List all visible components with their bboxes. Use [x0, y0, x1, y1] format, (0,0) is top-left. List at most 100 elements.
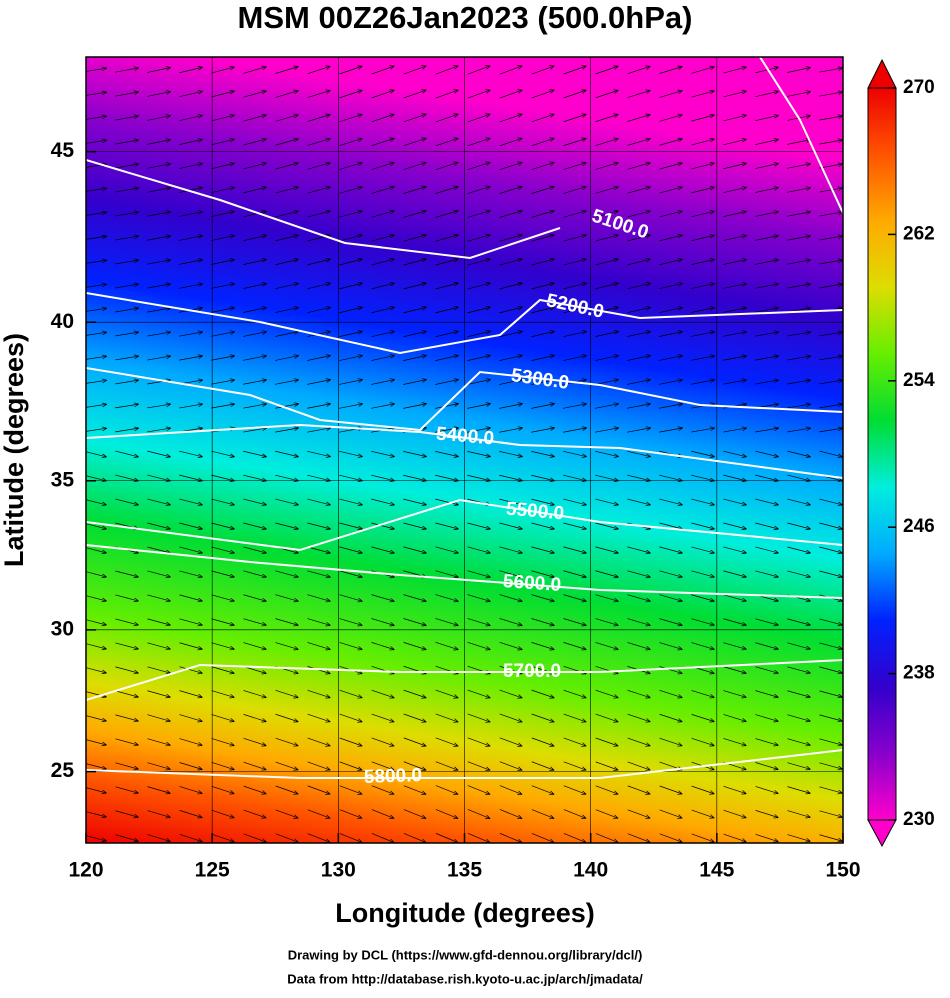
wind-arrow — [179, 594, 203, 603]
wind-arrow — [787, 90, 811, 97]
wind-arrow — [595, 426, 619, 433]
wind-arrow — [531, 642, 555, 651]
wind-arrow — [723, 426, 748, 433]
wind-arrow — [627, 137, 651, 146]
wind-arrow — [435, 570, 459, 579]
wind-arrow — [275, 761, 299, 771]
wind-arrow — [275, 65, 299, 74]
wind-arrow — [467, 305, 491, 314]
wind-arrow — [659, 65, 683, 74]
wind-arrow — [531, 689, 555, 699]
wind-arrow — [819, 522, 843, 531]
wind-arrow — [371, 402, 395, 409]
wind-arrow — [755, 210, 779, 217]
wind-arrow — [563, 330, 587, 338]
wind-arrow — [179, 666, 203, 675]
wind-arrow — [787, 570, 811, 579]
wind-arrow — [659, 737, 683, 747]
wind-arrow — [371, 689, 395, 699]
wind-arrow — [819, 234, 843, 241]
wind-arrow — [371, 330, 395, 338]
wind-arrow — [755, 66, 779, 74]
wind-arrow — [563, 257, 587, 266]
y-axis-label: Latitude (degrees) — [0, 333, 29, 567]
wind-arrow — [819, 282, 843, 289]
wind-arrow — [627, 785, 651, 795]
wind-arrow — [371, 137, 395, 146]
wind-arrow — [787, 258, 811, 265]
wind-arrow — [563, 594, 587, 603]
wind-arrow — [467, 209, 491, 218]
wind-arrow — [147, 282, 171, 289]
wind-arrow — [691, 137, 715, 146]
wind-arrow — [179, 162, 203, 169]
wind-arrow — [86, 715, 107, 723]
wind-arrow — [211, 450, 235, 458]
wind-arrow — [371, 642, 395, 651]
wind-arrow — [723, 330, 747, 337]
wind-arrow — [243, 65, 267, 74]
wind-arrow — [723, 714, 747, 723]
wind-arrow — [371, 713, 395, 723]
wind-arrow — [531, 546, 555, 555]
wind-arrow — [86, 643, 107, 651]
wind-arrow — [86, 306, 108, 312]
wind-arrow — [467, 451, 491, 458]
wind-arrow — [467, 713, 491, 723]
wind-arrow — [499, 618, 523, 627]
wind-arrow — [371, 65, 395, 75]
wind-arrow — [595, 89, 619, 99]
wind-arrow — [147, 762, 171, 771]
wind-arrow — [659, 666, 683, 675]
wind-arrow — [691, 282, 715, 289]
wind-arrow — [179, 354, 203, 361]
wind-arrow — [627, 761, 651, 771]
wind-arrow — [403, 113, 427, 123]
wind-arrow — [147, 618, 171, 627]
wind-arrow — [307, 89, 331, 98]
wind-arrow — [787, 450, 811, 459]
wind-arrow — [595, 761, 619, 771]
x-tick-label: 150 — [825, 859, 860, 882]
wind-arrow — [723, 210, 747, 217]
wind-arrow — [595, 185, 619, 194]
wind-arrow — [819, 762, 843, 771]
wind-arrow — [467, 233, 491, 242]
wind-arrow — [275, 161, 299, 170]
wind-arrow — [86, 835, 107, 843]
wind-arrow — [499, 113, 523, 123]
wind-arrow — [563, 809, 587, 819]
wind-arrow — [659, 642, 683, 651]
wind-arrow — [86, 667, 107, 675]
wind-arrow — [563, 570, 587, 579]
wind-arrow — [339, 209, 363, 218]
wind-arrow — [339, 522, 363, 531]
wind-arrow — [275, 209, 299, 218]
contour-line — [86, 159, 561, 260]
wind-arrow — [787, 234, 811, 241]
wind-arrow — [755, 666, 779, 675]
wind-arrow — [371, 546, 395, 555]
wind-arrow — [435, 330, 459, 338]
wind-arrow — [659, 690, 683, 699]
wind-arrow — [435, 257, 459, 266]
wind-arrow — [275, 522, 299, 531]
wind-arrow — [691, 210, 715, 218]
wind-arrow — [179, 570, 203, 579]
wind-arrow — [659, 426, 684, 433]
wind-arrow — [435, 305, 459, 314]
wind-arrow — [499, 281, 523, 290]
wind-arrow — [307, 737, 331, 747]
wind-arrow — [211, 594, 235, 603]
wind-arrow — [435, 281, 459, 290]
wind-arrow — [147, 714, 171, 723]
wind-arrow — [755, 306, 779, 313]
wind-arrow — [371, 785, 395, 795]
wind-arrow — [659, 546, 683, 555]
wind-arrow — [403, 737, 427, 747]
wind-arrow — [211, 306, 235, 313]
wind-arrow — [371, 354, 395, 361]
wind-arrow — [243, 546, 267, 555]
wind-arrow — [787, 354, 812, 361]
wind-arrow — [371, 809, 395, 819]
